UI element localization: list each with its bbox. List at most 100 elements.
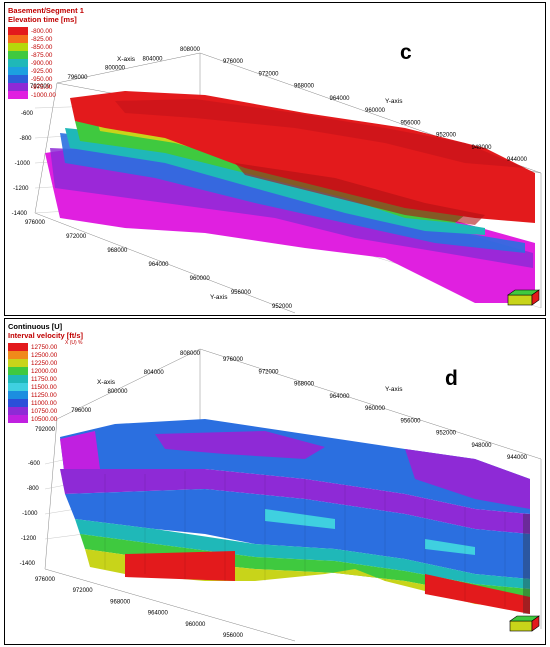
legend-swatch [8, 59, 28, 67]
legend-label: 12750.00 [31, 343, 58, 351]
legend-item: 12750.00 [8, 343, 73, 351]
legend-swatch [8, 51, 28, 59]
legend-label: 11000.00 [31, 399, 57, 407]
volume-texture [104, 471, 506, 607]
y-tick-label: 976000 [35, 577, 56, 583]
legend-item: 11500.00 [8, 383, 73, 391]
y-tick-label: 948000 [471, 145, 492, 151]
panel-d-x-axis-name: X-axis [97, 379, 116, 386]
x-tick-label: 796000 [67, 75, 88, 81]
y-tick-label: 972000 [73, 588, 94, 594]
side-red-left [125, 551, 235, 581]
z-tick-label: -1200 [13, 186, 29, 192]
legend-swatch [8, 43, 28, 51]
z-tick-label: -1400 [12, 211, 28, 217]
panel-c-legend-title: Basement/Segment 1 [8, 6, 84, 15]
surface-red-upper [115, 99, 525, 168]
panel-d-legend-subtitle: Interval velocity [ft/s] [8, 331, 84, 340]
legend-swatch [8, 343, 28, 351]
panel-d-view: 808000 804000 800000 796000 792000 976000 972… [20, 348, 542, 642]
y-tick-label: 976000 [223, 357, 244, 363]
y-tick-label: 956000 [400, 418, 421, 424]
volume-top-magenta [60, 431, 100, 477]
surface-red-mid [235, 163, 485, 225]
legend-item: -800.00 [8, 27, 73, 35]
panel-c-legend-rows: -800.00 -825.00 -850.00 -875.00 -900.00 -925.… [8, 27, 73, 99]
y-tick-label: 972000 [258, 369, 279, 375]
y-tick-label: 964000 [148, 611, 169, 617]
legend-label: -900.00 [31, 59, 53, 67]
y-tick-label: 944000 [507, 455, 528, 461]
z-tick-label: -600 [21, 111, 34, 117]
y-tick-label: 972000 [66, 234, 87, 240]
x-tick-label: 804000 [144, 370, 165, 376]
legend-item: 11750.00 [8, 375, 73, 383]
legend-swatch [8, 391, 28, 399]
panel-c-view: 808000 804000 800000 796000 792000 976000 972… [12, 47, 542, 314]
y-tick-label: 968000 [107, 248, 128, 254]
panel-d-y-bottom-ticks: 976000 972000 968000 964000 960000 956000 [35, 577, 244, 639]
panel-d-legend-title: Continuous [U] [8, 322, 63, 331]
side-blue [65, 489, 530, 579]
legend-label: 11500.00 [31, 383, 57, 391]
legend-swatch [8, 27, 28, 35]
side-edge [523, 514, 530, 614]
legend-label: -950.00 [31, 75, 53, 83]
z-tick-label: -600 [28, 461, 41, 467]
x-tick-label: 800000 [105, 66, 126, 72]
legend-item: 11250.00 [8, 391, 73, 399]
legend-swatch [8, 399, 28, 407]
legend-swatch [8, 75, 28, 83]
surface-red [70, 91, 535, 223]
panel-d-letter: d [445, 367, 458, 390]
z-tick-label: -1200 [21, 536, 37, 542]
y-tick-label: 960000 [190, 276, 211, 282]
y-tick-label: 964000 [329, 394, 350, 400]
legend-item: -975.00 [8, 83, 73, 91]
legend-swatch [8, 415, 28, 423]
z-tick-label: -800 [19, 136, 32, 142]
y-tick-label: 956000 [400, 120, 421, 126]
legend-swatch [8, 383, 28, 391]
z-tick-label: -1000 [15, 161, 31, 167]
volume-top-purple [155, 431, 325, 459]
y-tick-label: 948000 [471, 443, 492, 449]
panel-d: 808000 804000 800000 796000 792000 976000 972… [4, 318, 546, 645]
y-tick-label: 960000 [185, 622, 206, 628]
panel-d-unit-label: X (U) % [65, 340, 83, 346]
x-tick-label: 792000 [35, 427, 56, 433]
legend-swatch [8, 351, 28, 359]
legend-item: 11000.00 [8, 399, 73, 407]
x-tick-label: 800000 [107, 389, 128, 395]
legend-label: -975.00 [31, 83, 53, 91]
panel-d-z-ticks: -600 -800 -1000 -1200 -1400 [20, 461, 41, 567]
legend-swatch [8, 407, 28, 415]
panel-c-mini-cube [507, 289, 540, 306]
panel-d-legend: Continuous [U] Interval velocity [ft/s] … [8, 322, 84, 423]
x-tick-label: 808000 [180, 47, 201, 53]
x-tick-label: 792000 [30, 84, 51, 90]
y-tick-label: 952000 [436, 431, 457, 437]
y-tick-label: 944000 [507, 157, 528, 163]
y-tick-label: 956000 [231, 290, 252, 296]
legend-swatch [8, 91, 28, 99]
z-tick-label: -1000 [22, 511, 38, 517]
panel-c-y-bottom-ticks: 976000 972000 968000 964000 960000 956000 9520… [25, 220, 293, 310]
side-purple [60, 469, 530, 534]
panel-d-x-top-ticks: 808000 804000 800000 796000 792000 [35, 351, 201, 433]
y-tick-label: 956000 [223, 633, 244, 639]
legend-item: -875.00 [8, 51, 73, 59]
legend-label: -800.00 [31, 27, 53, 35]
panel-c-x-axis-name: X-axis [117, 56, 136, 63]
volume-top-purple-right [405, 449, 530, 509]
y-tick-label: 968000 [110, 599, 131, 605]
panel-d-volume [60, 419, 530, 614]
legend-item: 12250.00 [8, 359, 73, 367]
panel-c-legend: Basement/Segment 1 Elevation time [ms] -… [8, 6, 84, 99]
panel-d-mini-cube [509, 615, 540, 632]
x-tick-label: 796000 [71, 408, 92, 414]
legend-item: 12000.00 [8, 367, 73, 375]
z-tick-label: -800 [27, 486, 40, 492]
legend-label: 12000.00 [31, 367, 58, 375]
legend-label: 10750.00 [31, 407, 58, 415]
